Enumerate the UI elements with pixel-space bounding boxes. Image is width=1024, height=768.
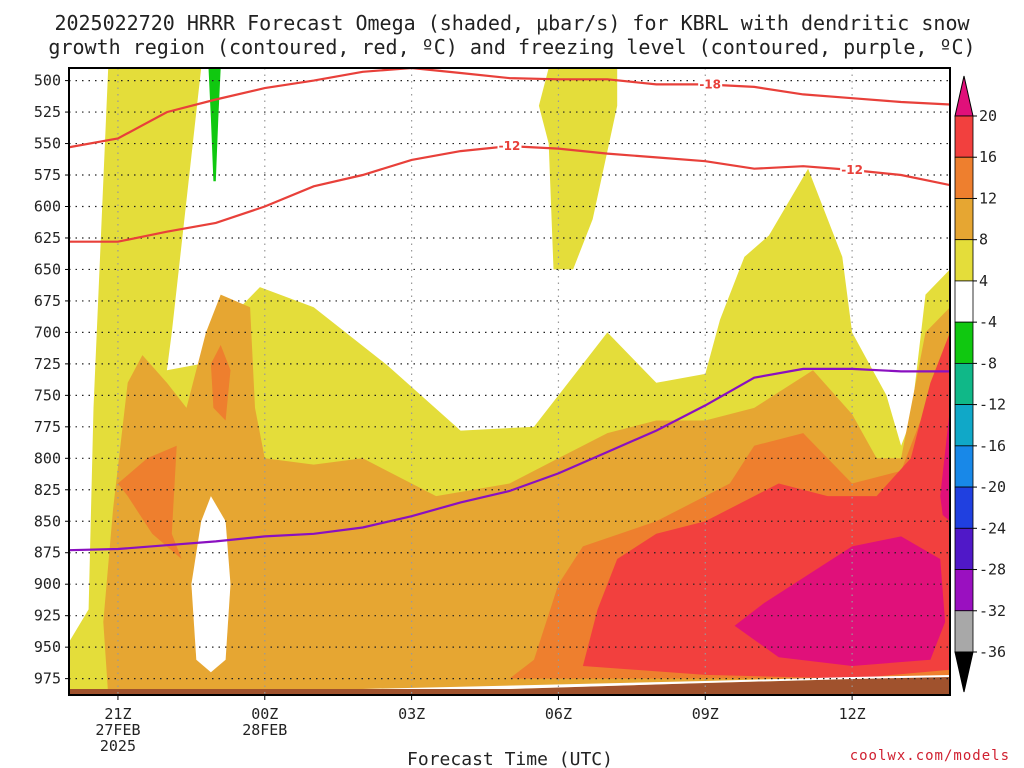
contour-label: -18 — [699, 78, 721, 92]
colorbar-label: -36 — [979, 643, 1006, 661]
plot-area: -18 -12 -12 — [68, 67, 951, 696]
colorbar-bin — [954, 362, 974, 406]
colorbar-bottom-arrow — [954, 651, 974, 693]
contour-label: -12 — [499, 139, 521, 153]
contour-label: -12 — [841, 163, 863, 177]
omega-region-7 — [734, 536, 946, 666]
x-axis-label: Forecast Time (UTC) — [407, 749, 613, 768]
x-tick-label: 2025 — [100, 737, 136, 755]
colorbar-label: 12 — [979, 189, 997, 207]
colorbar-label: 4 — [979, 272, 988, 290]
colorbar-bin — [954, 404, 974, 447]
x-tick-label: 27FEB — [95, 721, 140, 739]
colorbar: 20 16 12 8 4 -4 -8 -12 -16 -20 -24 -28 -32 -36 — [954, 75, 1006, 693]
x-tick-label: 06Z — [545, 705, 572, 723]
colorbar-bin — [954, 527, 974, 570]
colorbar-label: -8 — [979, 354, 997, 372]
colorbar-bin — [954, 445, 974, 488]
colorbar-label: 16 — [979, 148, 997, 166]
contour-label-bg — [497, 139, 522, 154]
omega-region-9 — [208, 68, 221, 182]
y-tick-label: 575 — [34, 166, 61, 184]
y-tick-label: 975 — [34, 670, 61, 688]
contour-lines: -18 -12 -12 — [69, 68, 950, 552]
y-tick-label: 775 — [34, 418, 61, 436]
colorbar-label: -32 — [979, 602, 1006, 620]
colorbar-bin — [954, 321, 974, 364]
colorbar-bin — [954, 569, 974, 612]
colorbar-bin — [954, 486, 974, 529]
terrain-band — [69, 675, 950, 695]
y-tick-label: 725 — [34, 355, 61, 373]
omega-region-1 — [538, 68, 618, 270]
chart-title-line-2: growth region (contoured, red, ºC) and f… — [48, 35, 975, 59]
colorbar-bin — [954, 115, 974, 158]
colorbar-bin — [954, 239, 974, 282]
colorbar-bin — [954, 610, 974, 653]
x-tick-label: 12Z — [839, 705, 866, 723]
plot-frame — [68, 67, 951, 696]
x-tick-label: 00Z — [251, 705, 278, 723]
colorbar-label: -16 — [979, 437, 1006, 455]
y-tick-label: 625 — [34, 229, 61, 247]
omega-region-8 — [940, 407, 950, 522]
omega-region-3 — [117, 445, 182, 559]
colorbar-bin — [954, 280, 974, 323]
terrain-edge-highlight — [362, 675, 950, 689]
y-tick-label: 700 — [34, 323, 61, 341]
y-tick-label: 500 — [34, 72, 61, 90]
colorbar-bin — [954, 198, 974, 241]
colorbar-label: -20 — [979, 478, 1006, 496]
y-axis: 500 525 550 575 600 625 650 675 700 725 750 775 800 8… — [34, 72, 69, 688]
y-tick-label: 600 — [34, 197, 61, 215]
chart-title-line-1: 2025022720 HRRR Forecast Omega (shaded, … — [54, 11, 970, 35]
contour-line-0 — [69, 68, 950, 149]
contour-line-2 — [69, 367, 950, 552]
y-tick-label: 850 — [34, 512, 61, 530]
y-tick-label: 875 — [34, 544, 61, 562]
y-tick-label: 750 — [34, 386, 61, 404]
colorbar-label: -24 — [979, 519, 1006, 537]
y-tick-label: 675 — [34, 292, 61, 310]
colorbar-bin — [954, 156, 974, 199]
x-tick-label: 03Z — [398, 705, 425, 723]
x-tick-label: 28FEB — [242, 721, 287, 739]
colorbar-label: -4 — [979, 313, 997, 331]
y-tick-label: 825 — [34, 481, 61, 499]
contour-label-bg — [840, 162, 865, 177]
colorbar-label: 20 — [979, 107, 997, 125]
omega-shading — [69, 68, 950, 695]
credit-text: coolwx.com/models — [850, 748, 1010, 764]
y-tick-label: 550 — [34, 135, 61, 153]
contour-label-bg — [698, 77, 723, 92]
y-tick-label: 925 — [34, 607, 61, 625]
y-tick-label: 650 — [34, 260, 61, 278]
x-tick-label: 21Z — [104, 705, 131, 723]
x-tick-label: 09Z — [692, 705, 719, 723]
y-tick-label: 950 — [34, 638, 61, 656]
colorbar-label: -28 — [979, 561, 1006, 579]
y-tick-label: 900 — [34, 575, 61, 593]
terrain-surface — [69, 677, 950, 695]
colorbar-label: -12 — [979, 396, 1006, 414]
colorbar-label: 8 — [979, 231, 988, 249]
y-tick-label: 800 — [34, 449, 61, 467]
y-tick-label: 525 — [34, 103, 61, 121]
